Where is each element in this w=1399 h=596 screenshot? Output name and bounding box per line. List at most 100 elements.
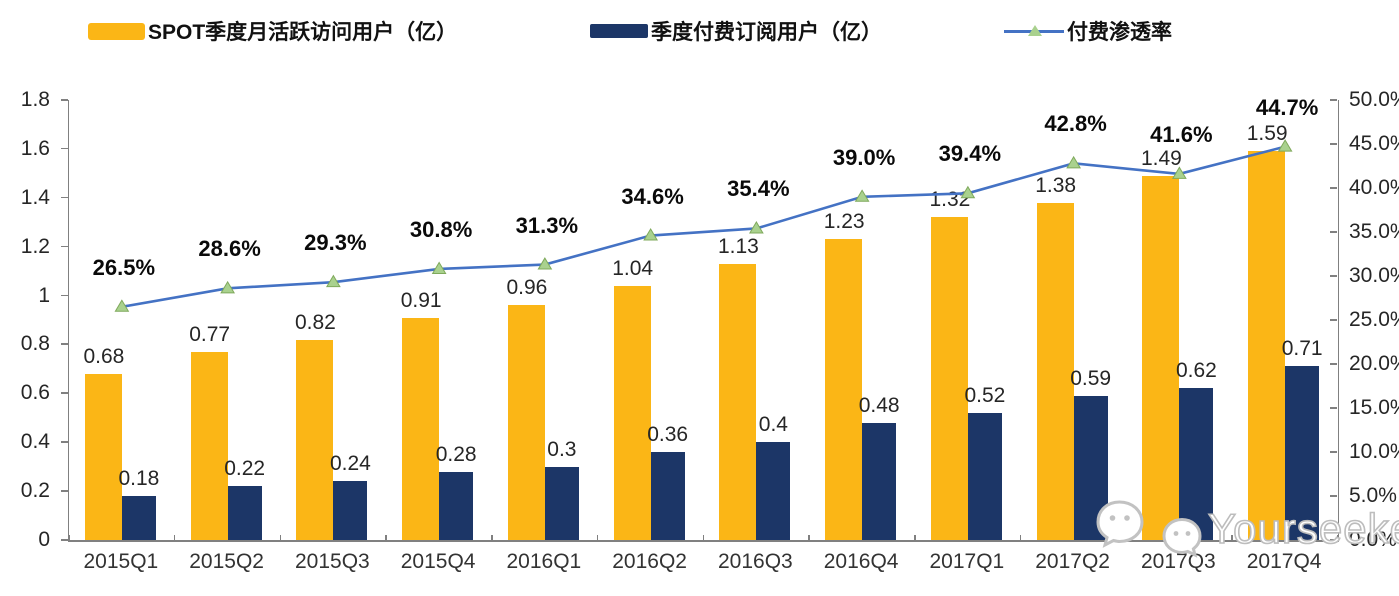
x-axis-tickmark	[1125, 535, 1128, 540]
line-label-penetration: 29.3%	[304, 230, 367, 256]
legend-item-penetration: 付费渗透率	[1004, 18, 1172, 44]
left-axis-tickmark	[61, 99, 68, 101]
right-axis-tickmark	[1330, 319, 1337, 321]
bar-label-subscribers: 0.71	[1281, 337, 1323, 361]
x-axis-category-label: 2016Q4	[823, 550, 899, 573]
left-axis-tick-label: 1	[38, 283, 50, 307]
bar-label-mau: 1.04	[612, 256, 654, 280]
x-axis-tickmark	[68, 535, 70, 540]
bar-label-mau: 0.68	[83, 344, 125, 368]
bar-label-subscribers: 0.18	[118, 467, 160, 490]
left-axis-tickmark	[61, 343, 68, 346]
x-axis-category-label: 2015Q1	[83, 550, 159, 573]
bar-label-mau: 0.96	[506, 276, 548, 300]
line-label-penetration: 44.7%	[1255, 94, 1319, 120]
line-marker-triangle	[537, 257, 553, 270]
penetration-line	[114, 139, 1293, 312]
left-axis-tickmark	[61, 539, 68, 541]
x-axis-tickmark	[914, 535, 916, 540]
bar-label-mau: 1.23	[823, 210, 865, 234]
x-axis-tickmark	[279, 535, 282, 540]
line-label-penetration: 35.4%	[727, 176, 790, 202]
bar-label-subscribers: 0.48	[858, 393, 900, 417]
bar-label-mau: 0.82	[294, 310, 336, 334]
bar-label-subscribers: 0.59	[1070, 366, 1112, 390]
bar-subscribers	[121, 496, 156, 540]
x-axis-tickmark	[385, 535, 387, 540]
bar-label-subscribers: 0.52	[964, 383, 1006, 407]
right-axis-tick-label: 45.0%	[1349, 132, 1399, 155]
x-axis-category-label: 2015Q2	[189, 550, 264, 573]
line-marker-triangle	[431, 261, 447, 274]
left-axis-tickmark	[61, 490, 68, 492]
left-axis-tickmark	[61, 294, 68, 297]
x-axis-category-label: 2015Q3	[295, 550, 370, 573]
bar-mau	[1248, 151, 1286, 540]
bar-label-subscribers: 0.28	[435, 442, 477, 466]
bar-subscribers	[544, 466, 579, 540]
line-label-penetration: 42.8%	[1044, 111, 1107, 137]
bar-label-subscribers: 0.4	[758, 413, 788, 437]
left-axis-tick-label: 1.6	[20, 136, 50, 160]
x-axis-category-label: 2016Q2	[612, 550, 687, 573]
line-label-penetration: 39.0%	[832, 144, 896, 170]
x-axis-tickmark	[1337, 535, 1339, 540]
bar-mau	[190, 351, 228, 540]
bar-label-subscribers: 0.36	[647, 423, 689, 446]
bar-mau	[507, 305, 545, 540]
x-axis-tickmark	[808, 535, 810, 540]
bar-label-subscribers: 0.3	[547, 437, 577, 461]
bar-mau	[825, 239, 863, 540]
bar-label-subscribers: 0.24	[329, 452, 371, 476]
right-axis-tick-label: 10.0%	[1349, 440, 1399, 463]
right-axis-tickmark	[1330, 231, 1337, 233]
legend-item-subscribers: 季度付费订阅用户（亿）	[590, 18, 882, 44]
line-marker-triangle	[960, 185, 976, 199]
right-axis-tickmark	[1330, 495, 1337, 497]
line-marker-triangle	[854, 189, 870, 202]
line-marker-triangle	[1066, 155, 1082, 169]
x-axis-category-label: 2017Q4	[1246, 550, 1322, 573]
left-axis-tickmark	[61, 196, 68, 199]
bar-mau	[613, 285, 651, 540]
left-axis-tick-label: 0	[38, 528, 50, 551]
left-axis-tickmark	[61, 392, 68, 394]
right-axis-tick-label: 0.0%	[1349, 528, 1397, 551]
right-axis-tickmark	[1330, 407, 1337, 409]
line-marker-triangle	[220, 280, 236, 294]
x-axis-tickmark	[596, 535, 599, 540]
right-axis-tick-label: 35.0%	[1349, 220, 1399, 243]
x-axis-tickmark	[491, 535, 493, 540]
line-marker-triangle	[643, 228, 659, 241]
line-label-penetration: 31.3%	[515, 212, 579, 238]
x-axis-tickmark	[1019, 535, 1022, 540]
left-axis-tick-label: 1.8	[20, 88, 50, 111]
right-axis-tick-label: 15.0%	[1349, 396, 1399, 419]
bar-subscribers	[967, 412, 1002, 540]
bar-subscribers	[439, 471, 474, 540]
legend-item-mau: SPOT季度月活跃访问用户（亿）	[88, 18, 457, 44]
bar-label-subscribers: 0.22	[224, 457, 266, 481]
bar-label-mau: 0.91	[400, 288, 442, 312]
right-axis-tick-label: 20.0%	[1349, 352, 1399, 375]
right-axis-tickmark	[1330, 275, 1337, 277]
right-axis-tickmark	[1330, 187, 1337, 189]
bar-mau	[402, 317, 440, 540]
right-axis-tick-label: 30.0%	[1349, 264, 1399, 287]
bar-label-mau: 1.49	[1140, 146, 1182, 170]
right-axis-tickmark	[1330, 539, 1337, 541]
bar-mau	[1142, 175, 1180, 540]
line-marker-triangle	[325, 274, 341, 288]
right-axis-tick-label: 5.0%	[1349, 484, 1397, 507]
plot-area: 0.68 0.18 26.5% 0.77 0.22 28.6% 0.82 0.24 29.3% 0…	[68, 95, 1339, 542]
left-axis-tick-label: 1.4	[20, 185, 50, 209]
right-axis-tick-label: 50.0%	[1349, 88, 1399, 111]
bar-mau	[84, 373, 122, 540]
x-axis-category-label: 2016Q1	[506, 550, 582, 573]
bar-subscribers	[1285, 366, 1320, 540]
bar-label-mau: 1.13	[717, 234, 759, 258]
bar-mau	[1036, 202, 1074, 540]
legend-line-marker-icon	[1004, 23, 1064, 39]
right-axis-tick-label: 40.0%	[1349, 176, 1399, 199]
